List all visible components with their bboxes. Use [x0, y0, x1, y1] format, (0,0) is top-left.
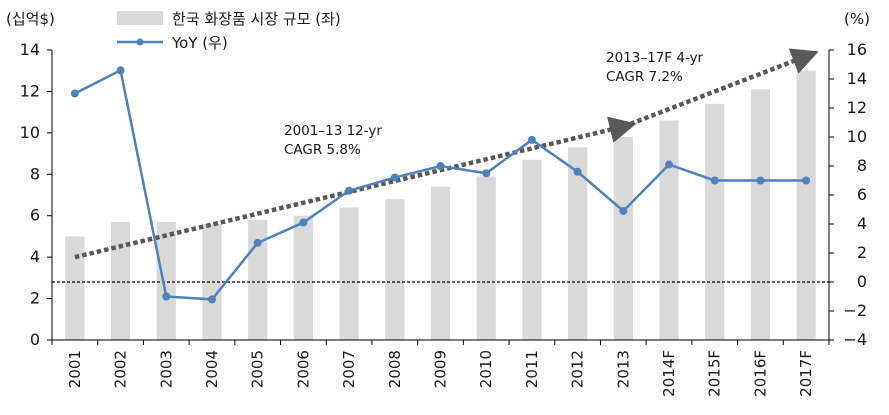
y-right-tick-label-12: 12 — [847, 98, 867, 117]
bar-2014F — [659, 120, 679, 341]
x-tick-label-2010: 2010 — [477, 350, 495, 388]
y-right-tick-label-10: 10 — [847, 127, 867, 146]
legend-line-label: YoY (우) — [171, 34, 228, 52]
yoy-point-2013 — [619, 206, 628, 215]
yoy-point-2005 — [253, 238, 262, 247]
x-tick-label-2013: 2013 — [614, 350, 632, 388]
bar-2010 — [476, 176, 496, 340]
bar-2009 — [430, 186, 451, 340]
bar-2012 — [568, 147, 588, 340]
bar-2005 — [248, 219, 268, 340]
y-left-tick-label-10: 10 — [20, 123, 40, 142]
yoy-point-2007 — [345, 186, 354, 195]
x-tick-label-2008: 2008 — [386, 350, 404, 388]
bar-2003 — [156, 221, 176, 340]
x-tick-label-2005: 2005 — [249, 350, 267, 388]
annotation-2001-13-line2: CAGR 5.8% — [284, 142, 361, 158]
x-tick-label-2016F: 2016F — [751, 350, 769, 397]
y-left-tick-label-8: 8 — [30, 164, 40, 183]
x-tick-label-2012: 2012 — [569, 350, 587, 388]
y-left-tick-label-2: 2 — [30, 289, 40, 308]
annotation-2013-17f: 2013–17F 4-yr CAGR 7.2% — [606, 50, 704, 85]
y-left-tick-label-6: 6 — [30, 206, 40, 225]
annotation-2013-17f-line1: 2013–17F 4-yr — [606, 50, 704, 66]
yoy-point-2015F — [710, 176, 719, 185]
bar-2007 — [339, 207, 359, 340]
x-tick-label-2002: 2002 — [112, 350, 130, 388]
trend-arrow-2 — [622, 48, 819, 129]
y-left-tick-label-0: 0 — [30, 330, 40, 349]
y-right-tick-label-2: 2 — [857, 243, 867, 262]
y-right-tick-label--4: −4 — [843, 330, 867, 349]
bar-2017F — [796, 70, 816, 341]
bar-2004 — [202, 224, 222, 340]
x-tick-label-2004: 2004 — [203, 350, 221, 388]
yoy-point-2014F — [665, 160, 674, 169]
y-right-tick-label-8: 8 — [857, 156, 867, 175]
y-right-tick-label-16: 16 — [847, 40, 867, 59]
bar-2015F — [705, 103, 725, 340]
x-tick-label-2011: 2011 — [523, 350, 541, 388]
yoy-point-2016F — [756, 176, 765, 185]
yoy-point-2003 — [162, 292, 171, 301]
bar-2011 — [522, 159, 542, 340]
annotation-2001-13: 2001–13 12-yr CAGR 5.8% — [284, 123, 382, 158]
legend-line-marker — [136, 38, 144, 46]
yoy-point-2002 — [116, 66, 125, 75]
y-right-tick-label-14: 14 — [847, 69, 867, 88]
y-left-tick-label-14: 14 — [20, 40, 40, 59]
x-tick-label-2014F: 2014F — [660, 350, 678, 397]
annotation-2013-17f-line2: CAGR 7.2% — [606, 69, 683, 85]
yoy-point-2010 — [482, 169, 491, 178]
y-left-tick-label-4: 4 — [30, 247, 40, 266]
y-left-tick-label-12: 12 — [20, 81, 40, 100]
yoy-point-2009 — [436, 162, 445, 170]
y-left-axis-label: (십억$) — [6, 10, 55, 28]
y-right-tick-label-4: 4 — [857, 214, 867, 233]
yoy-point-2006 — [299, 218, 308, 227]
bar-2008 — [385, 199, 405, 340]
yoy-point-2001 — [70, 89, 79, 98]
x-tick-label-2003: 2003 — [157, 350, 175, 388]
yoy-point-2008 — [390, 173, 399, 182]
yoy-point-2017F — [802, 176, 811, 185]
annotation-2001-13-line1: 2001–13 12-yr — [284, 123, 382, 139]
yoy-point-2012 — [573, 167, 582, 176]
bar-2001 — [65, 236, 85, 340]
bar-2002 — [110, 221, 131, 340]
y-right-axis-label: (%) — [844, 10, 870, 28]
x-tick-label-2001: 2001 — [66, 350, 84, 388]
bar-2013 — [613, 137, 633, 340]
yoy-point-2011 — [527, 135, 536, 144]
legend-bar-label: 한국 화장품 시장 규모 (좌) — [172, 10, 341, 28]
x-tick-label-2015F: 2015F — [706, 350, 724, 397]
x-tick-label-2007: 2007 — [340, 350, 358, 388]
legend-bar-swatch — [117, 11, 163, 25]
y-right-tick-label--2: −2 — [843, 301, 867, 320]
y-right-tick-label-6: 6 — [857, 185, 867, 204]
y-right-tick-label-0: 0 — [857, 272, 867, 291]
legend: 한국 화장품 시장 규모 (좌) YoY (우) — [117, 10, 341, 52]
bar-2016F — [750, 89, 771, 340]
x-tick-label-2009: 2009 — [432, 350, 450, 388]
yoy-point-2004 — [207, 295, 216, 304]
bar-2006 — [293, 215, 313, 340]
plot-area: 0 2 4 6 8 10 12 14 −4 −2 0 2 4 6 8 10 12 14 16 2001 2002 2003… — [20, 40, 867, 397]
x-tick-label-2017F: 2017F — [797, 350, 815, 397]
x-tick-label-2006: 2006 — [294, 350, 312, 388]
